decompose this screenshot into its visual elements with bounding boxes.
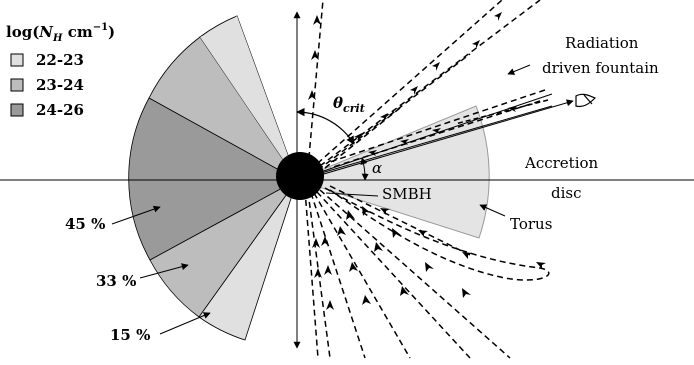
legend-label-3: 24-26: [36, 101, 84, 119]
radiation-pointer: [507, 64, 531, 75]
smbh-label: SMBH: [382, 185, 432, 203]
legend-label-1: 22-23: [36, 51, 84, 69]
theta-crit-label: θcrit: [333, 94, 365, 115]
pct-15-label: 15 %: [110, 326, 150, 344]
nh-sectors: [128, 15, 298, 341]
sector-top-22-23-top: [200, 16, 297, 180]
fountain-chevrons: [308, 12, 517, 156]
legend-swatch-3: [10, 103, 24, 117]
theta-crit-arc: [296, 107, 355, 145]
radiation-label-line1: Radiation: [565, 34, 639, 52]
radiation-label-line2: driven fountain: [542, 59, 659, 77]
legend-swatch-1: [10, 53, 24, 67]
legend-label-2: 23-24: [36, 76, 84, 94]
legend-swatch-2: [10, 78, 24, 92]
smbh-circle: [276, 152, 324, 200]
torus-pointer: [479, 204, 506, 217]
alpha-arc: [360, 157, 369, 181]
pct-45-label: 45 %: [65, 215, 105, 233]
torus-label: Torus: [510, 215, 552, 233]
pct33-pointer: [139, 263, 189, 279]
sector-22-23-bottom: [198, 179, 298, 341]
lower-chevrons: [312, 206, 546, 310]
legend-title: log(NH cm−1): [6, 22, 115, 44]
torus-sector: [295, 105, 490, 239]
accretion-label-line2: disc: [551, 184, 582, 202]
sector-24-26: [128, 97, 298, 261]
pct45-pointer: [111, 205, 161, 225]
observer-eye-icon: [575, 93, 597, 108]
accretion-label-line1: Accretion: [524, 154, 599, 172]
smbh-pointer: [325, 192, 379, 197]
pct15-pointer: [159, 312, 211, 335]
legend: log(NH cm−1) 22-23 23-24 24-26: [6, 22, 115, 119]
alpha-label: α: [372, 159, 382, 177]
pct-33-label: 33 %: [96, 272, 136, 290]
